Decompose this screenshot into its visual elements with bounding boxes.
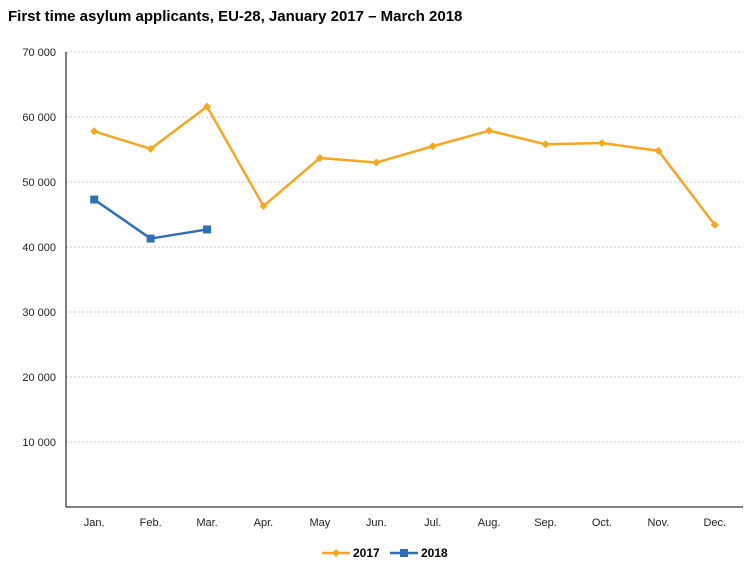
x-tick-label: Jun. — [366, 517, 387, 529]
data-point — [400, 549, 408, 557]
data-point — [90, 195, 99, 204]
data-point — [203, 102, 212, 111]
data-point — [332, 549, 340, 557]
data-point — [654, 146, 663, 155]
x-tick-label: Sep. — [534, 517, 557, 529]
x-tick-label: Mar. — [196, 517, 217, 529]
x-tick-label: Apr. — [254, 517, 274, 529]
legend-item-2018: 2018 — [390, 546, 448, 560]
series-line — [93, 198, 208, 240]
data-point — [428, 142, 437, 151]
chart-title: First time asylum applicants, EU-28, Jan… — [8, 8, 463, 25]
data-point — [259, 202, 268, 211]
data-point — [710, 220, 719, 229]
y-tick-label: 60 000 — [22, 112, 56, 124]
y-tick-label: 70 000 — [22, 47, 56, 59]
series-lines — [90, 102, 719, 243]
axes — [65, 52, 743, 508]
series-2018 — [90, 195, 212, 243]
y-tick-label: 10 000 — [22, 437, 56, 449]
data-point — [146, 144, 155, 153]
x-tick-label: Feb. — [140, 517, 162, 529]
y-tick-label: 50 000 — [22, 177, 56, 189]
x-tick-label: Jan. — [84, 517, 105, 529]
y-tick-labels: 10 000 20 000 30 000 40 000 50 000 60 000 70 0… — [22, 47, 56, 449]
gridlines — [66, 51, 743, 443]
data-point — [203, 225, 212, 234]
data-point — [541, 140, 550, 149]
legend: 2017 2018 — [322, 546, 448, 560]
x-tick-label: Aug. — [478, 517, 501, 529]
series-line — [93, 105, 716, 226]
legend-label: 2018 — [421, 546, 448, 560]
data-point — [485, 126, 494, 135]
x-tick-label: May — [309, 517, 330, 529]
data-point — [90, 127, 99, 136]
data-point — [372, 158, 381, 167]
x-tick-labels: Jan. Feb. Mar. Apr. May Jun. Jul. Aug. Sep. Oct. N… — [84, 517, 726, 529]
x-tick-label: Nov. — [647, 517, 669, 529]
series-2017 — [90, 102, 719, 229]
data-point — [597, 139, 606, 147]
y-tick-label: 20 000 — [22, 372, 56, 384]
x-tick-label: Jul. — [424, 517, 441, 529]
y-tick-label: 30 000 — [22, 307, 56, 319]
data-point — [146, 234, 155, 243]
legend-label: 2017 — [353, 546, 380, 560]
x-tick-label: Dec. — [703, 517, 726, 529]
y-tick-label: 40 000 — [22, 242, 56, 254]
data-point — [315, 153, 324, 162]
legend-item-2017: 2017 — [322, 546, 380, 560]
x-tick-label: Oct. — [592, 517, 612, 529]
